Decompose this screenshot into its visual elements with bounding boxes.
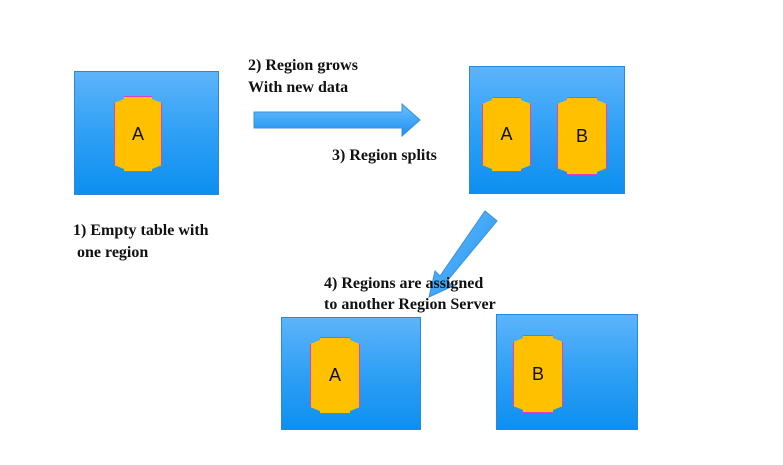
step1-label-line1: 1) Empty table with [73, 222, 209, 239]
assign-arrow [428, 210, 498, 298]
region-label: B [575, 125, 588, 146]
region-server-1-box: A [281, 317, 421, 430]
region-b-server: B [513, 335, 563, 413]
step4-label-line1: 4) Regions are assigned [324, 275, 484, 292]
step3-label: 3) Region splits [332, 147, 437, 164]
region-b-split: B [557, 97, 607, 175]
region-label: A [131, 123, 144, 144]
region-a-initial: A [114, 96, 162, 172]
region-a-server: A [310, 337, 360, 414]
step4-label-line2: to another Region Server [324, 296, 496, 313]
region-server-2-box: B [496, 314, 638, 430]
region-label: A [500, 124, 513, 144]
region-label: B [531, 363, 544, 384]
region-a-split: A [482, 97, 531, 172]
step1-label-line2: one region [73, 244, 149, 261]
region-label: A [328, 365, 341, 385]
step2-label-line1: 2) Region grows [248, 57, 358, 74]
step2-label-line2: With new data [248, 79, 349, 96]
grow-arrow [253, 102, 421, 138]
empty-table-box: A [74, 71, 219, 195]
split-table-box: A B [469, 66, 625, 194]
